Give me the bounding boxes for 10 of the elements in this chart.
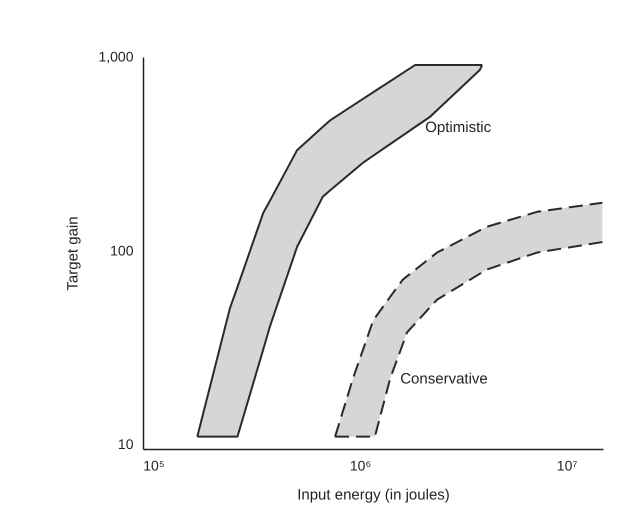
y-tick-label: 10: [118, 436, 134, 452]
x-tick-label: 10⁷: [556, 458, 578, 474]
series-label: Optimistic: [425, 118, 492, 136]
y-tick-label: 100: [110, 242, 134, 258]
series-label: Conservative: [400, 370, 488, 388]
y-tick-label: 1,000: [98, 48, 134, 64]
x-tick-label: 10⁶: [350, 458, 372, 474]
x-tick-label: 10⁵: [143, 458, 165, 474]
y-axis-title: Target gain: [64, 216, 82, 291]
x-axis-title: Input energy (in joules): [297, 486, 450, 504]
